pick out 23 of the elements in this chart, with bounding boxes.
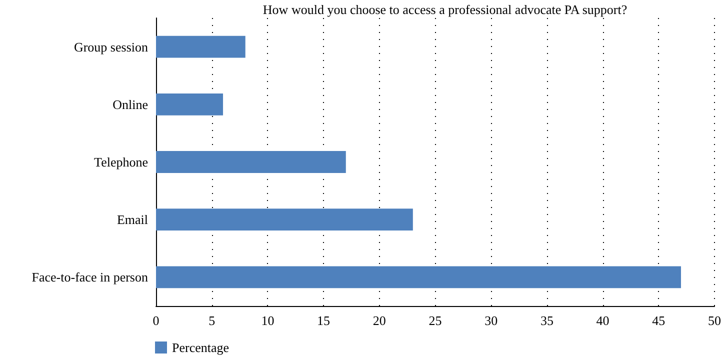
x-tick-label: 0 <box>152 313 160 328</box>
x-tick-label: 40 <box>596 313 610 328</box>
x-tick-label: 15 <box>317 313 330 328</box>
y-tick-label: Group session <box>74 39 148 54</box>
y-tick-label: Email <box>116 212 148 228</box>
bar <box>156 151 346 173</box>
x-tick-label: 25 <box>428 313 442 328</box>
bar <box>156 93 224 116</box>
x-tick-label: 45 <box>652 313 666 328</box>
chart-title: How would you choose to access a professional advocate PA support? <box>262 2 628 17</box>
bar <box>156 266 681 288</box>
x-tick-label: 20 <box>372 313 386 328</box>
bar <box>156 36 246 58</box>
x-tick-label: 5 <box>208 313 216 328</box>
x-tick-label: 35 <box>540 313 554 328</box>
bar <box>156 208 413 231</box>
y-tick-label: Telephone <box>94 154 148 170</box>
legend-label: Percentage <box>172 340 230 355</box>
x-tick-label: 30 <box>484 313 498 328</box>
y-tick-label: Face-to-face in person <box>32 270 148 285</box>
y-tick-label: Online <box>112 96 148 112</box>
x-tick-label: 50 <box>708 313 721 328</box>
x-tick-label: 10 <box>261 313 274 328</box>
